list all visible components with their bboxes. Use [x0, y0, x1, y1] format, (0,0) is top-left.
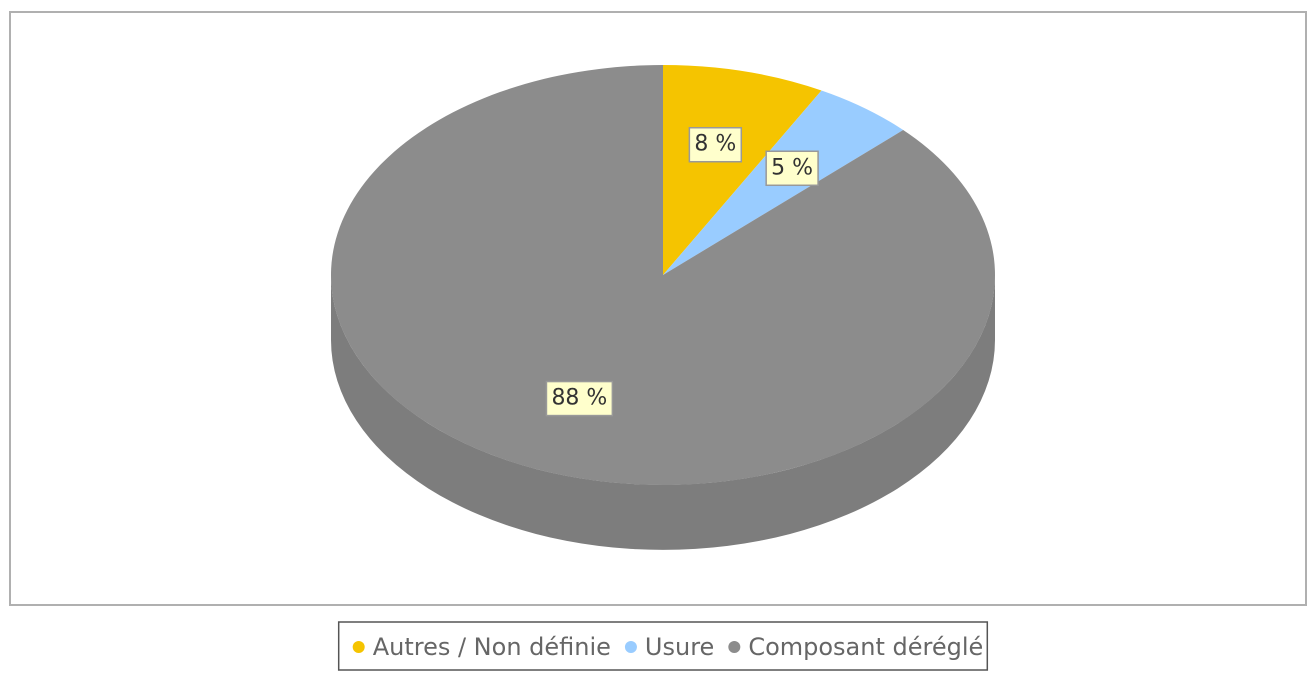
- legend-frame: [337, 621, 989, 671]
- data-label-text: 88 %: [551, 386, 607, 411]
- pie-side: [331, 275, 995, 550]
- data-label-box: [765, 150, 819, 187]
- data-label: 5 %: [765, 150, 819, 187]
- data-label-text: 8 %: [694, 132, 736, 157]
- legend-label: Autres / Non définie: [373, 633, 611, 661]
- legend-label: Composant déréglé: [748, 633, 983, 661]
- legend-marker: [624, 641, 637, 653]
- data-label-text: 5 %: [771, 155, 813, 180]
- legend-label: Usure: [645, 633, 714, 661]
- legend: Autres / Non définie Usure Composant dérég…: [337, 621, 989, 671]
- data-label: 88 %: [545, 380, 614, 417]
- legend-marker: [728, 641, 741, 653]
- data-label: 8 %: [688, 126, 743, 163]
- data-label-box: [545, 380, 614, 417]
- pie-slice: [663, 65, 822, 275]
- pie-slice: [330, 65, 996, 485]
- legend-marker: [352, 641, 365, 653]
- data-label-box: [688, 126, 743, 163]
